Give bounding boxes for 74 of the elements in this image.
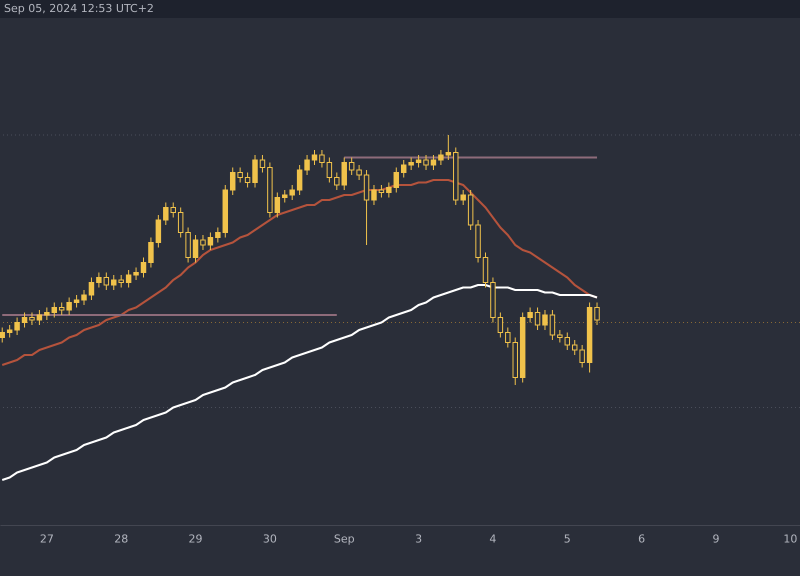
text: Sep 05, 2024 12:53 UTC+2	[0, 0, 800, 18]
candlestick	[96, 272, 102, 288]
candlestick	[170, 202, 176, 218]
candlestick	[557, 330, 563, 343]
candlestick	[237, 167, 243, 183]
candlestick	[14, 317, 20, 336]
candlestick	[394, 167, 400, 193]
candlestick	[81, 290, 87, 306]
candlestick	[140, 257, 146, 278]
candlestick	[252, 154, 258, 188]
candlestick	[44, 307, 50, 320]
candlestick	[356, 164, 362, 180]
x-tick-label: 28	[114, 532, 128, 546]
candlestick	[312, 150, 318, 166]
x-tick-label: 10	[783, 532, 798, 546]
candlestick	[126, 270, 132, 288]
candlestick	[572, 340, 578, 356]
candlestick	[438, 150, 444, 166]
x-tick-label: 29	[188, 532, 203, 546]
candlestick	[6, 324, 12, 338]
candlestick	[378, 184, 384, 198]
candlestick	[348, 157, 354, 176]
candlestick	[274, 192, 280, 218]
candlestick	[505, 327, 511, 348]
x-tick-label: 3	[415, 532, 422, 546]
candlestick	[88, 277, 94, 300]
candlestick	[52, 302, 58, 318]
candlestick	[66, 297, 72, 316]
candlestick	[542, 310, 548, 330]
x-tick-label: 5	[564, 532, 571, 546]
candlestick	[579, 344, 585, 368]
candlestick	[282, 190, 288, 203]
candlestick	[594, 302, 600, 326]
candlestick	[260, 154, 266, 173]
candlestick	[416, 154, 422, 168]
x-tick-label: 6	[638, 532, 646, 546]
candlestick	[74, 294, 80, 308]
candlestick	[289, 184, 295, 200]
x-tick-label: 9	[712, 532, 720, 546]
x-tick-label: 4	[489, 532, 496, 546]
candlestick	[408, 157, 414, 170]
candlestick	[296, 164, 302, 196]
candlestick	[319, 150, 325, 168]
candlestick	[564, 332, 570, 350]
candlestick	[230, 167, 236, 196]
candlestick	[104, 272, 110, 290]
candlestick	[446, 134, 452, 160]
candlestick	[386, 182, 392, 198]
candlestick	[527, 307, 533, 323]
candlestick	[534, 307, 540, 330]
candlestick	[156, 214, 162, 248]
candlestick	[244, 172, 250, 188]
candlestick	[133, 267, 139, 280]
candlestick	[342, 157, 347, 190]
candlestick	[163, 202, 169, 226]
candlestick	[304, 154, 310, 176]
candlestick	[0, 327, 5, 343]
candlestick	[326, 157, 332, 183]
candlestick	[550, 310, 556, 340]
candlestick	[36, 310, 42, 326]
candlestick	[58, 302, 64, 316]
candlestick	[111, 274, 116, 290]
x-tick-label: 30	[262, 532, 277, 546]
candlestick	[215, 227, 221, 243]
candlestick	[208, 232, 214, 250]
candlestick	[178, 207, 184, 238]
x-tick-label: Sep	[334, 532, 355, 546]
x-tick-label: 27	[40, 532, 54, 546]
candlestick	[400, 160, 406, 178]
candlestick	[148, 237, 154, 268]
candlestick	[460, 190, 466, 206]
candlestick	[498, 312, 504, 338]
candlestick	[118, 274, 124, 288]
candlestick	[334, 172, 340, 190]
